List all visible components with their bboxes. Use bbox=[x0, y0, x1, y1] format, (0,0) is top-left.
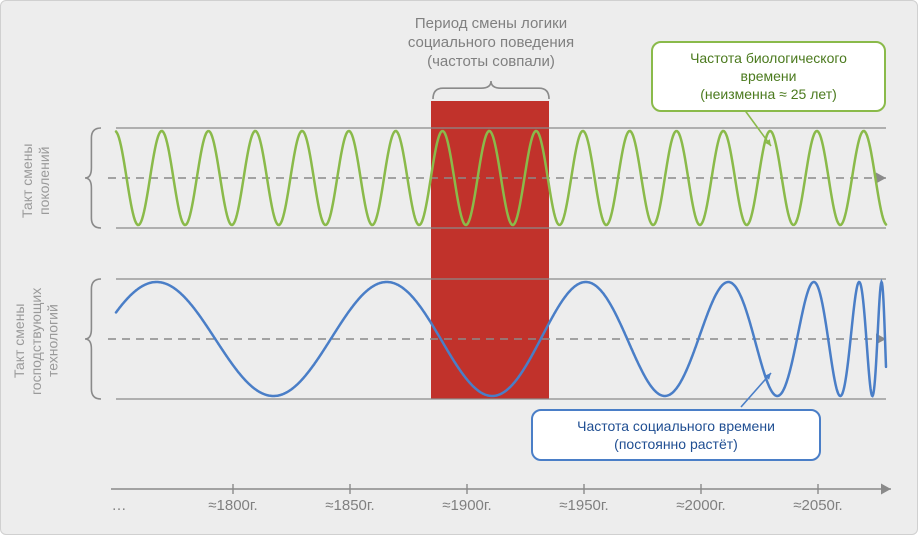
left-label-technologies: Такт сменыгосподствующихтехнологий bbox=[11, 281, 61, 401]
callout-social-time-text: Частота социального времени(постоянно ра… bbox=[577, 418, 775, 452]
left-brace bbox=[85, 128, 101, 228]
top-brace bbox=[433, 81, 549, 99]
timeline-tick: ≈1850г. bbox=[325, 497, 374, 514]
callout-leader bbox=[741, 373, 771, 407]
timeline-tick: ≈1900г. bbox=[442, 497, 491, 514]
timeline-tick: ≈1950г. bbox=[559, 497, 608, 514]
timeline-tick: ≈1800г. bbox=[208, 497, 257, 514]
diagram-frame: Такт сменыпоколений Такт сменыгосподству… bbox=[0, 0, 918, 535]
timeline-tick: ≈2000г. bbox=[676, 497, 725, 514]
top-caption-text: Период смены логикисоциального поведения… bbox=[408, 15, 574, 70]
arrow-head-icon bbox=[881, 484, 891, 495]
arrow-head-icon bbox=[876, 173, 886, 184]
left-label-generations-text: Такт сменыпоколений bbox=[19, 143, 52, 218]
left-label-generations: Такт сменыпоколений bbox=[19, 133, 53, 228]
top-caption: Период смены логикисоциального поведения… bbox=[391, 15, 591, 71]
left-brace bbox=[85, 279, 101, 399]
left-label-technologies-text: Такт сменыгосподствующихтехнологий bbox=[11, 287, 61, 394]
timeline-ellipsis: … bbox=[112, 497, 127, 514]
timeline-tick: ≈2050г. bbox=[793, 497, 842, 514]
callout-biological-time-text: Частота биологическоговремени(неизменна … bbox=[690, 50, 847, 102]
callout-social-time: Частота социального времени(постоянно ра… bbox=[531, 409, 821, 461]
callout-biological-time: Частота биологическоговремени(неизменна … bbox=[651, 41, 886, 112]
